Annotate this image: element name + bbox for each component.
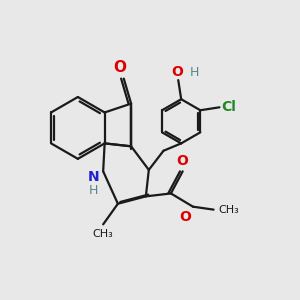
Text: O: O xyxy=(180,210,191,224)
Text: N: N xyxy=(88,169,100,184)
Text: H: H xyxy=(89,184,98,197)
Text: CH₃: CH₃ xyxy=(218,205,239,214)
Text: CH₃: CH₃ xyxy=(93,229,113,239)
Text: O: O xyxy=(113,60,126,75)
Text: O: O xyxy=(177,154,189,168)
Text: O: O xyxy=(172,64,184,79)
Text: Cl: Cl xyxy=(221,100,236,114)
Text: H: H xyxy=(189,66,199,79)
